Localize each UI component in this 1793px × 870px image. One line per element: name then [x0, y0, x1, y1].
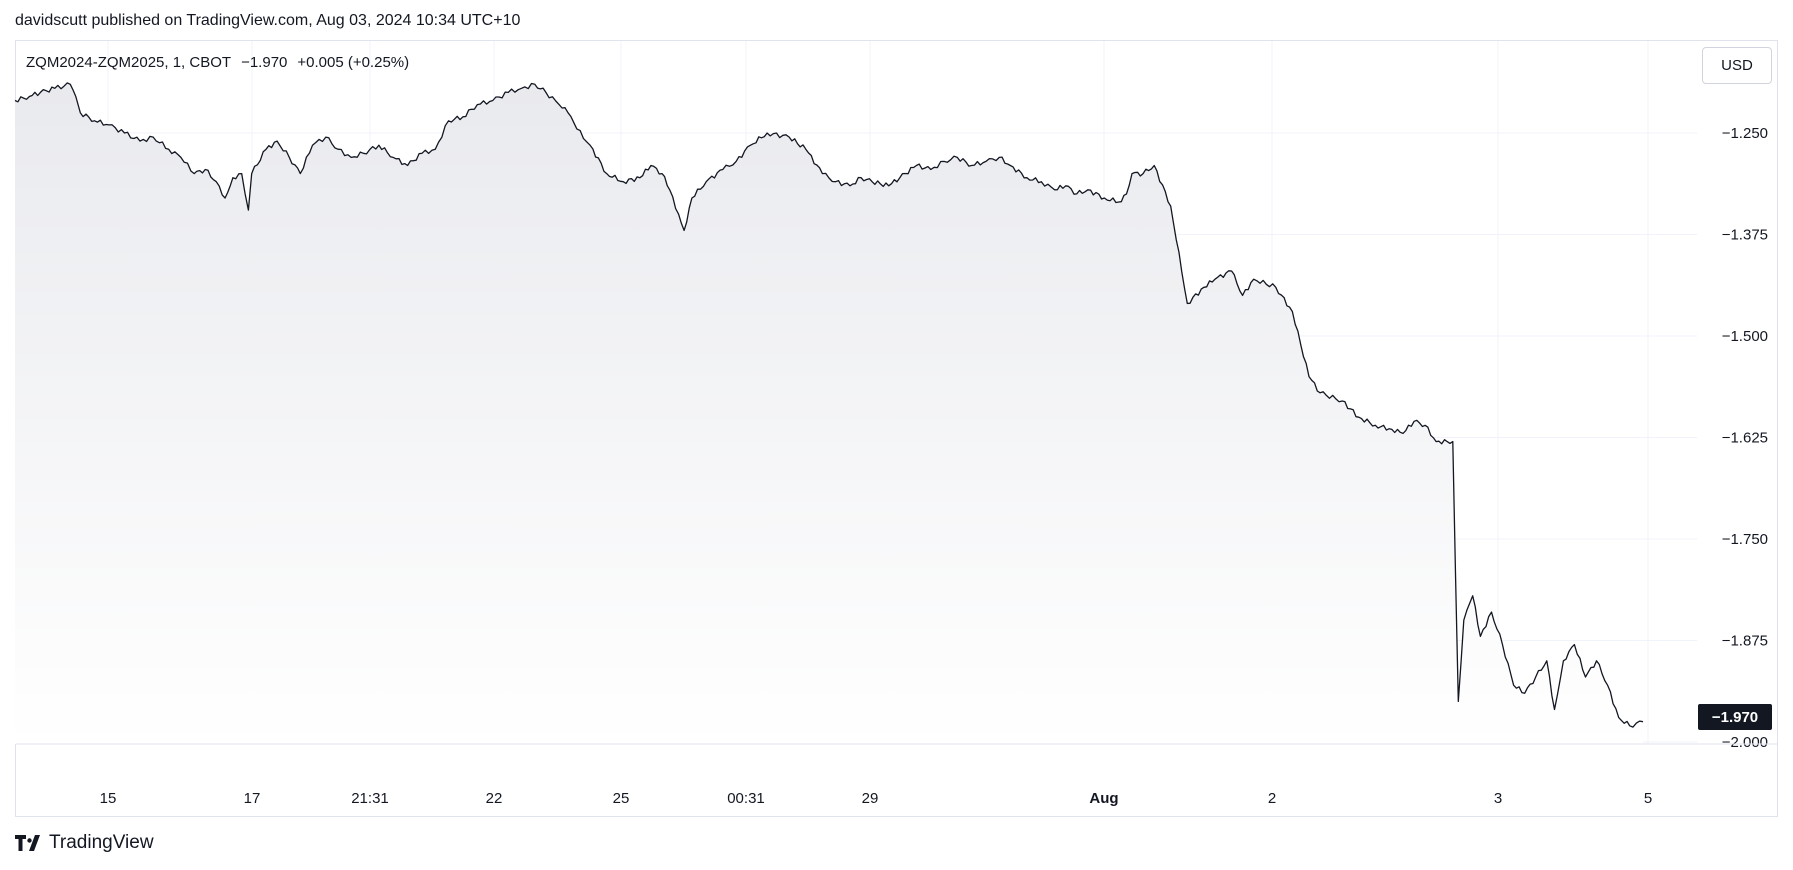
x-tick-label: 25: [613, 790, 630, 807]
x-tick-label: 29: [862, 790, 879, 807]
brand-name: TradingView: [49, 832, 154, 853]
x-tick-label: 17: [244, 790, 261, 807]
legend-last-value: −1.970: [241, 54, 288, 71]
price-axis[interactable]: −1.250 −1.375 −1.500 −1.625 −1.750 −1.875 −2.0…: [1722, 125, 1768, 751]
y-tick-label: −1.875: [1722, 633, 1768, 650]
x-tick-label: 21:31: [351, 790, 389, 807]
x-tick-label: 15: [100, 790, 117, 807]
x-tick-label: 22: [486, 790, 503, 807]
price-area: [15, 82, 1643, 744]
x-tick-label: 2: [1268, 790, 1276, 807]
price-line: [14, 82, 1644, 728]
x-tick-label: Aug: [1089, 790, 1118, 807]
published-by-line: davidscutt published on TradingView.com,…: [15, 12, 521, 29]
price-series-line: [14, 82, 1644, 728]
x-tick-label: 00:31: [727, 790, 765, 807]
time-axis[interactable]: 15 17 21:31 22 25 00:31 29 Aug 2 3 5: [16, 743, 1777, 807]
currency-button[interactable]: USD: [1702, 47, 1772, 84]
y-tick-label: −2.000: [1722, 734, 1768, 751]
y-tick-label: −1.750: [1722, 531, 1768, 548]
x-tick-label: 3: [1494, 790, 1502, 807]
legend-symbol: ZQM2024-ZQM2025, 1, CBOT: [26, 54, 232, 71]
area-fill: [15, 82, 1643, 744]
legend-change: +0.005 (+0.25%): [297, 54, 410, 71]
y-tick-label: −1.375: [1722, 227, 1768, 244]
last-price-label: −1.970: [1698, 704, 1772, 730]
symbol-legend[interactable]: ZQM2024-ZQM2025, 1, CBOT −1.970 +0.005 (…: [26, 54, 409, 71]
y-tick-label: −1.625: [1722, 430, 1768, 447]
tradingview-logo-icon: [15, 835, 40, 851]
x-tick-label: 5: [1644, 790, 1652, 807]
y-tick-label: −1.500: [1722, 328, 1768, 345]
tradingview-brand[interactable]: TradingView: [15, 832, 154, 854]
y-tick-label: −1.250: [1722, 125, 1768, 142]
